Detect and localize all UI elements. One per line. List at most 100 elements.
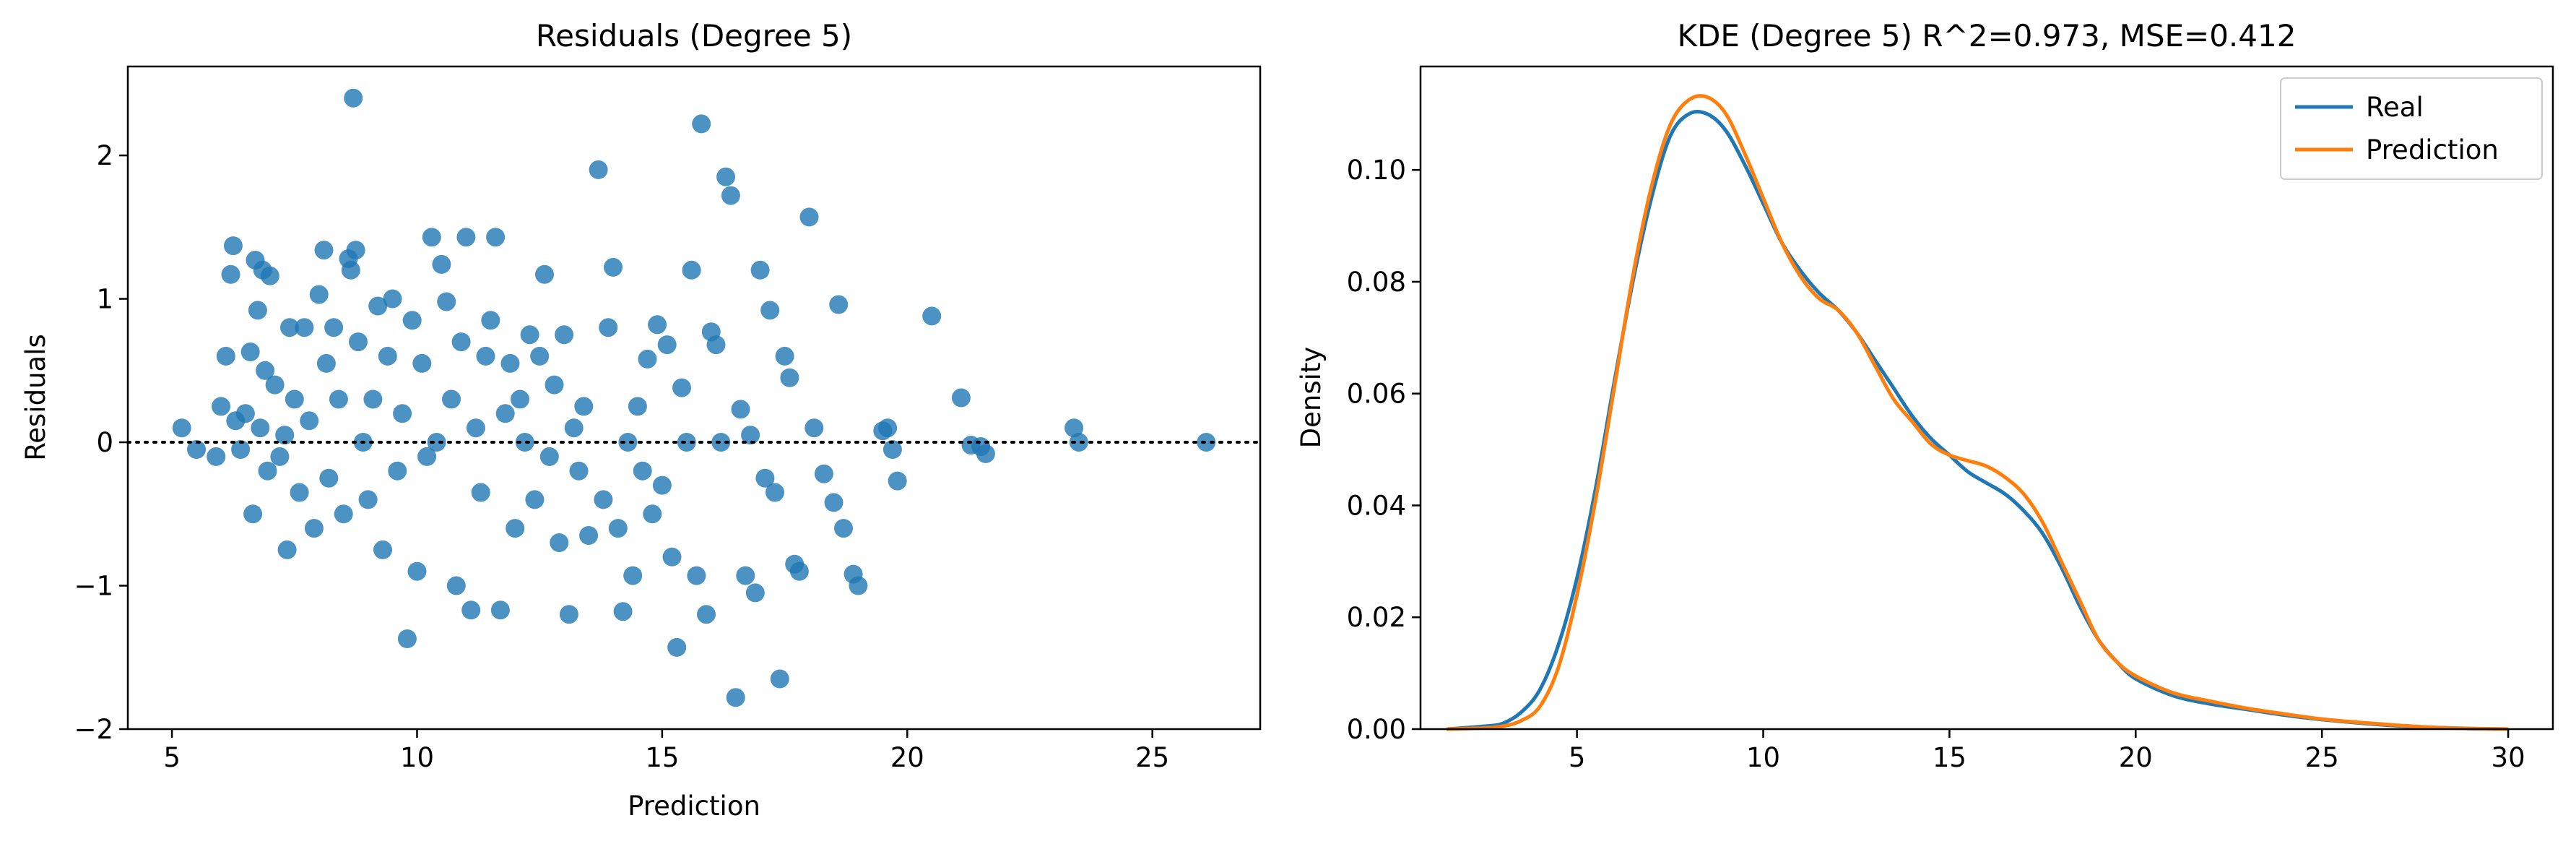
residual-point — [393, 404, 412, 423]
y-tick-label: −2 — [74, 714, 113, 745]
residual-point — [628, 397, 647, 416]
residual-point — [618, 433, 638, 452]
residual-point — [240, 343, 260, 361]
kde-x-axis: 5 10 15 20 25 30 — [1569, 729, 2525, 773]
x-tick-label: 20 — [2119, 742, 2153, 773]
residual-point — [550, 533, 569, 552]
residual-point — [207, 447, 226, 466]
residual-point — [248, 301, 267, 320]
residual-point — [295, 318, 314, 337]
residual-point — [745, 583, 765, 603]
residual-point — [569, 461, 589, 481]
residuals-y-axis-label: Residuals — [20, 334, 51, 461]
x-tick-label: 25 — [1135, 742, 1169, 773]
residual-point — [882, 440, 902, 459]
kde-legend: Real Prediction — [2280, 77, 2543, 180]
residual-point — [309, 285, 329, 304]
residual-point — [951, 388, 971, 408]
residual-point — [329, 389, 348, 409]
residual-point — [766, 483, 784, 502]
residual-point — [736, 566, 755, 585]
kde-y-axis-label: Density — [1296, 347, 1327, 449]
residual-point — [726, 688, 745, 707]
residual-point — [216, 346, 235, 366]
residual-point — [814, 464, 833, 483]
residual-point — [358, 490, 378, 509]
residual-point — [500, 353, 520, 373]
residual-point — [599, 318, 618, 337]
residual-point — [446, 576, 466, 595]
y-tick-label: 0.00 — [1347, 714, 1406, 745]
residual-point — [652, 475, 672, 495]
residual-point — [456, 228, 476, 247]
x-tick-label: 5 — [1569, 742, 1586, 773]
residual-point — [780, 368, 799, 387]
x-tick-label: 10 — [1746, 742, 1780, 773]
x-tick-label: 20 — [890, 742, 924, 773]
residual-point — [555, 325, 574, 345]
residual-point — [613, 602, 633, 621]
residual-point — [525, 490, 545, 509]
residual-point — [486, 228, 506, 247]
residual-point — [344, 88, 363, 108]
residual-point — [520, 325, 539, 345]
residual-point — [638, 349, 657, 369]
kde-line-prediction — [1447, 94, 2509, 731]
residual-point — [314, 241, 334, 260]
residual-point — [397, 629, 417, 648]
residual-point — [824, 493, 844, 512]
residual-point — [731, 400, 750, 419]
residual-point — [466, 418, 485, 438]
residual-point — [437, 292, 456, 311]
residual-point — [270, 447, 290, 466]
residual-point — [741, 426, 760, 445]
x-tick-label: 15 — [1933, 742, 1966, 773]
residual-point — [608, 519, 628, 538]
residual-point — [594, 490, 613, 509]
residual-point — [834, 519, 853, 538]
residuals-chart-title: Residuals (Degree 5) — [536, 18, 852, 53]
residual-point — [775, 346, 794, 366]
residual-point — [231, 440, 251, 459]
residual-point — [579, 526, 599, 545]
residual-point — [770, 669, 789, 689]
residuals-y-axis: −2 −1 0 1 2 — [74, 140, 128, 745]
residual-point — [341, 260, 360, 280]
residual-point — [539, 447, 559, 466]
residual-point — [515, 433, 534, 452]
residual-point — [172, 418, 191, 438]
residual-point — [721, 186, 740, 205]
residual-point — [711, 433, 731, 452]
residual-point — [319, 468, 339, 488]
residual-point — [574, 397, 594, 416]
residual-point — [324, 318, 344, 337]
residual-point — [564, 418, 584, 438]
residual-point — [1197, 433, 1216, 452]
residual-point — [506, 519, 525, 538]
residual-point — [212, 397, 230, 416]
residual-point — [789, 561, 809, 581]
residual-point — [427, 433, 446, 452]
residual-point — [667, 637, 687, 657]
residual-point — [511, 389, 529, 409]
residual-point — [481, 311, 500, 330]
y-tick-label: 0.10 — [1347, 155, 1406, 186]
residual-point — [589, 160, 608, 179]
residual-point — [677, 433, 696, 452]
x-tick-label: 30 — [2492, 742, 2525, 773]
residual-point — [417, 447, 437, 466]
residual-point — [346, 241, 365, 260]
residual-point — [368, 296, 388, 316]
residual-point — [878, 418, 898, 438]
residual-point — [383, 289, 402, 309]
residual-point — [334, 504, 353, 524]
residual-point — [316, 353, 336, 373]
residual-point — [432, 254, 451, 274]
residual-point — [235, 404, 255, 423]
residual-point — [451, 332, 471, 352]
residual-point — [697, 605, 716, 624]
legend-label-real: Real — [2366, 92, 2424, 123]
residual-point — [300, 411, 319, 431]
y-tick-label: 2 — [96, 140, 113, 171]
